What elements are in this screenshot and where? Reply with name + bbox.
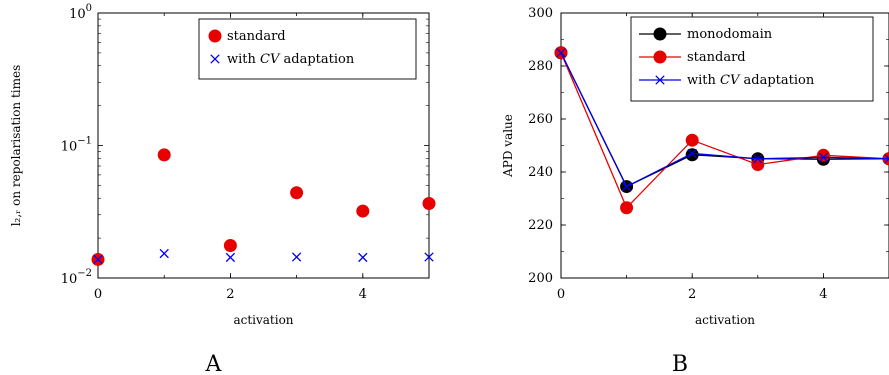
legend-item: with CV adaptation <box>210 52 355 67</box>
y-tick-label: 10−1 <box>61 136 92 155</box>
y-tick-label-exponent: −2 <box>77 268 92 279</box>
x-tick-label: 0 <box>94 287 102 302</box>
legend-item: standard <box>639 50 746 65</box>
y-tick-label-base: 10 <box>69 7 86 22</box>
legend-item: monodomain <box>639 27 773 42</box>
data-point <box>884 154 889 164</box>
data-point <box>685 148 699 162</box>
data-point-stroke-b <box>424 252 434 262</box>
data-point <box>751 158 765 172</box>
data-point <box>93 254 103 265</box>
data-point <box>225 252 236 263</box>
data-point-stroke-b <box>818 152 829 163</box>
legend-label-part: adaptation <box>279 52 354 67</box>
x-tick-label: 0 <box>557 287 565 302</box>
data-point-stroke-b <box>93 254 103 265</box>
data-point-stroke-b <box>687 148 697 159</box>
y-tick-label-exponent: −1 <box>77 136 92 147</box>
data-point-stroke-b <box>291 252 302 262</box>
legend-label-italic: CV <box>260 52 281 67</box>
data-point <box>816 148 830 162</box>
panel-label: B <box>672 352 688 375</box>
data-point <box>358 252 368 263</box>
legend-box <box>198 18 417 80</box>
legend: monodomain standard with CV adaptation <box>630 16 874 102</box>
legend-marker <box>208 29 222 43</box>
data-point-stroke-b <box>159 248 169 259</box>
data-point <box>556 48 566 58</box>
series-with-cv-adaptation <box>556 48 889 192</box>
x-tick-label: 4 <box>819 287 827 302</box>
data-point <box>157 148 171 162</box>
x-tick-label: 2 <box>688 287 696 302</box>
y-tick-label-base: 10 <box>61 140 78 155</box>
legend-label-part: with <box>227 52 260 67</box>
y-axis-label: APD value <box>501 114 515 178</box>
y-tick-label-base: 10 <box>61 272 78 287</box>
legend-box <box>630 16 874 102</box>
data-point <box>223 238 237 252</box>
legend-marker <box>653 27 667 41</box>
data-point <box>620 201 634 215</box>
legend-item: standard <box>208 29 286 44</box>
data-point <box>687 148 697 159</box>
legend-label: standard <box>227 29 286 44</box>
y-tick-label: 260 <box>528 112 553 127</box>
y-tick-label: 10−2 <box>61 268 92 287</box>
data-point <box>290 186 304 200</box>
y-tick-label: 200 <box>528 271 553 286</box>
y-tick-label: 220 <box>528 218 553 233</box>
legend-marker <box>655 75 665 85</box>
y-tick-label: 280 <box>528 59 553 74</box>
legend-marker-stroke-b <box>655 75 665 85</box>
legend-marker <box>210 54 220 64</box>
legend-label: with CV adaptation <box>227 52 355 67</box>
legend-label-part: adaptation <box>739 73 814 88</box>
data-point <box>818 152 829 163</box>
legend-marker <box>653 50 667 64</box>
data-point-stroke-b <box>884 157 889 164</box>
data-point <box>159 248 169 259</box>
data-point <box>424 252 434 262</box>
data-point <box>621 181 632 192</box>
panel-label: A <box>205 352 223 375</box>
data-point-stroke-b <box>358 252 368 263</box>
data-point <box>291 252 302 262</box>
x-tick-label: 2 <box>226 287 234 302</box>
y-axis-label: l₂,ᵣ on repolarisation times <box>9 65 23 227</box>
legend-label: standard <box>687 50 746 65</box>
legend: standard with CV adaptation <box>198 18 417 80</box>
data-point <box>356 204 370 218</box>
x-axis-label: activation <box>695 313 755 327</box>
series-line <box>560 52 889 188</box>
legend-label-italic: CV <box>720 73 741 88</box>
series-with-cv-adaptation <box>93 248 434 265</box>
data-point-stroke-b <box>556 48 566 58</box>
legend-marker-stroke-b <box>210 54 220 64</box>
y-tick-label: 100 <box>69 3 92 22</box>
series-line <box>560 52 889 209</box>
y-tick-label: 240 <box>528 165 553 180</box>
data-point-stroke-b <box>225 252 236 263</box>
legend-item: with CV adaptation <box>639 73 815 88</box>
legend-label: monodomain <box>687 27 773 42</box>
legend-label: with CV adaptation <box>687 73 815 88</box>
data-point-stroke-b <box>753 154 763 164</box>
data-point <box>685 133 699 147</box>
panel-b: 0 2 4 200 220 240 260 280 300 activation APD value… <box>501 6 889 375</box>
data-point-stroke-b <box>621 181 632 192</box>
y-tick-label: 300 <box>528 6 553 21</box>
data-point <box>422 196 436 210</box>
x-axis-label: activation <box>233 313 293 327</box>
legend-label-part: with <box>687 73 720 88</box>
x-tick-label: 4 <box>359 287 367 302</box>
data-point-stroke-a <box>884 154 889 160</box>
y-tick-label-exponent: 0 <box>86 3 92 14</box>
data-point <box>753 154 763 164</box>
series-standard <box>91 148 436 266</box>
